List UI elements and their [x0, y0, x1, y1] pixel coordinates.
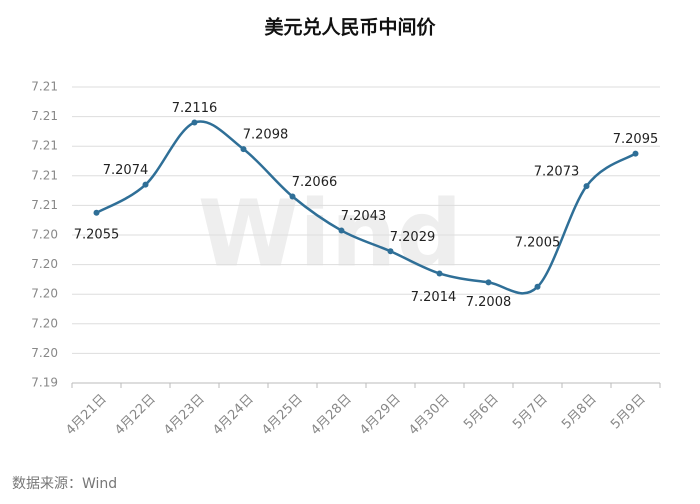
data-point — [436, 270, 443, 277]
data-label: 7.2005 — [515, 235, 561, 250]
x-tick-label: 5月7日 — [510, 392, 551, 433]
x-tick-label: 5月9日 — [608, 392, 649, 433]
data-label: 7.2008 — [466, 295, 512, 310]
data-point — [191, 119, 198, 126]
data-point — [289, 193, 296, 200]
watermark: Wind — [198, 180, 462, 287]
x-tick-label: 4月30日 — [406, 392, 453, 439]
data-label: 7.2043 — [341, 209, 387, 224]
y-tick-label: 7.19 — [31, 376, 58, 390]
y-tick-label: 7.20 — [31, 287, 58, 301]
data-label: 7.2116 — [172, 101, 218, 116]
x-tick-label: 4月21日 — [63, 392, 110, 439]
y-tick-label: 7.20 — [31, 228, 58, 242]
y-tick-label: 7.21 — [31, 198, 58, 212]
data-point — [338, 227, 345, 234]
y-tick-label: 7.20 — [31, 346, 58, 360]
x-tick-label: 5月6日 — [461, 392, 502, 433]
data-point — [240, 146, 247, 153]
data-label: 7.2055 — [74, 227, 120, 242]
y-tick-label: 7.20 — [31, 257, 58, 271]
data-label: 7.2029 — [390, 230, 436, 245]
data-point — [632, 150, 639, 157]
x-tick-label: 5月8日 — [559, 392, 600, 433]
x-tick-label: 4月28日 — [308, 392, 355, 439]
data-point — [387, 248, 394, 255]
y-tick-label: 7.21 — [31, 109, 58, 123]
x-tick-label: 4月22日 — [112, 392, 159, 439]
x-tick-label: 4月23日 — [161, 392, 208, 439]
data-label: 7.2074 — [103, 163, 149, 178]
data-label: 7.2095 — [613, 132, 659, 147]
y-tick-label: 7.21 — [31, 139, 58, 153]
source-note: 数据来源：Wind — [12, 476, 117, 492]
data-label: 7.2014 — [411, 290, 457, 305]
data-label: 7.2066 — [292, 175, 338, 190]
y-tick-label: 7.21 — [31, 80, 58, 94]
chart-title: 美元兑人民币中间价 — [264, 16, 436, 39]
data-point — [142, 181, 149, 188]
x-tick-label: 4月25日 — [259, 392, 306, 439]
data-point — [534, 283, 541, 290]
data-point — [583, 183, 590, 190]
line-series — [95, 120, 637, 295]
x-tick-label: 4月29日 — [357, 392, 404, 439]
y-tick-label: 7.21 — [31, 168, 58, 182]
y-tick-label: 7.20 — [31, 316, 58, 330]
data-point — [485, 279, 492, 286]
data-label: 7.2073 — [534, 165, 580, 180]
data-label: 7.2098 — [243, 128, 289, 143]
x-tick-label: 4月24日 — [210, 392, 257, 439]
data-point — [93, 209, 100, 216]
